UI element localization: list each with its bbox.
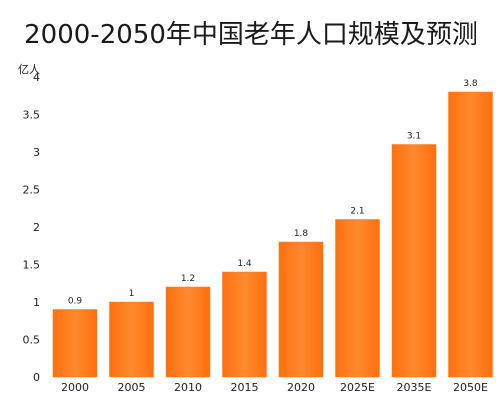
x-tick-label-2005: 2005 — [118, 381, 146, 394]
bar-2020 — [278, 241, 324, 378]
bar-2025E — [335, 219, 380, 378]
x-tick-label-2010: 2010 — [174, 381, 202, 394]
bar-2015 — [222, 271, 267, 378]
x-tick-label-2035E: 2035E — [397, 381, 432, 394]
y-tick-label: 0.5 — [23, 334, 41, 347]
bar-2010 — [165, 286, 211, 378]
bar-2000 — [52, 309, 98, 378]
data-label-2050E: 3.8 — [463, 79, 478, 89]
bar-2050E — [448, 91, 493, 378]
bar-2005 — [109, 301, 154, 378]
chart-title: 2000-2050年中国老年人口规模及预测 — [24, 20, 478, 50]
data-label-2015: 1.4 — [237, 259, 252, 269]
x-tick-label-2000: 2000 — [61, 381, 89, 394]
y-tick-label: 1 — [33, 296, 40, 309]
x-axis: 2000 2005 2010 2015 2020 2025E 2035E 2050E — [61, 381, 488, 394]
data-label-2025E: 2.1 — [350, 207, 364, 217]
y-axis: 亿人 0 0.5 1 1.5 2 2.5 3 3.5 4 — [18, 63, 40, 384]
bar-2035E — [391, 144, 437, 378]
data-label-2005: 1 — [129, 289, 135, 299]
y-tick-label: 1.5 — [23, 259, 41, 272]
y-tick-label: 3 — [33, 146, 40, 159]
data-label-2000: 0.9 — [68, 297, 83, 307]
x-tick-label-2050E: 2050E — [453, 381, 488, 394]
x-tick-label-2025E: 2025E — [340, 381, 375, 394]
y-axis-unit-label: 亿人 — [18, 63, 40, 76]
bars: 0.9 1 1.2 1.4 1.8 2.1 3.1 3.8 — [52, 79, 493, 378]
y-tick-label: 2.5 — [23, 184, 41, 197]
y-tick-label: 4 — [33, 71, 40, 84]
data-label-2020: 1.8 — [294, 229, 309, 239]
data-label-2010: 1.2 — [181, 274, 195, 284]
x-tick-label-2020: 2020 — [287, 381, 315, 394]
y-tick-label: 3.5 — [23, 109, 41, 122]
y-tick-label: 0 — [33, 371, 40, 384]
y-tick-label: 2 — [33, 221, 40, 234]
data-label-2035E: 3.1 — [407, 132, 421, 142]
x-tick-label-2015: 2015 — [231, 381, 259, 394]
